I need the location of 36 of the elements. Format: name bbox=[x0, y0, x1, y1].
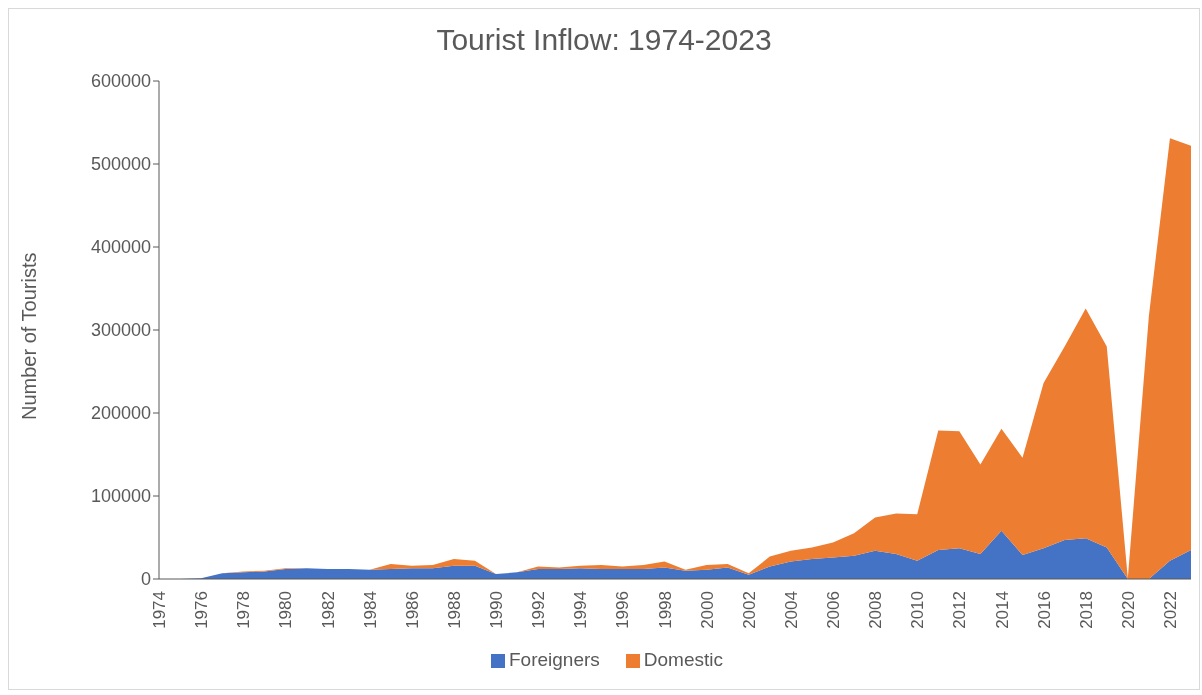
x-tick-label: 2006 bbox=[824, 591, 844, 629]
x-tick-label: 2002 bbox=[739, 591, 759, 629]
y-axis-title: Number of Tourists bbox=[18, 252, 41, 420]
legend-label: Foreigners bbox=[508, 649, 600, 670]
y-tick-label: 300000 bbox=[90, 320, 151, 341]
x-tick-label: 1998 bbox=[655, 591, 675, 629]
x-tick-label: 1982 bbox=[318, 591, 338, 629]
y-tick-label: 400000 bbox=[90, 237, 151, 258]
y-tick-label: 0 bbox=[140, 569, 151, 590]
x-tick-label: 2012 bbox=[950, 591, 970, 629]
chart-title: Tourist Inflow: 1974-2023 bbox=[435, 22, 773, 58]
x-tick-label: 1980 bbox=[276, 591, 296, 629]
x-tick-label: 2020 bbox=[1118, 591, 1138, 629]
legend-label: Domestic bbox=[643, 649, 723, 670]
x-tick-label: 2016 bbox=[1034, 591, 1054, 629]
x-tick-label: 2004 bbox=[781, 591, 801, 629]
x-tick-label: 2000 bbox=[697, 591, 717, 629]
x-tick-label: 1978 bbox=[234, 591, 254, 629]
x-tick-label: 2018 bbox=[1076, 591, 1096, 629]
x-tick-label: 2008 bbox=[866, 591, 886, 629]
x-tick-label: 1976 bbox=[192, 591, 212, 629]
x-tick-label: 1996 bbox=[613, 591, 633, 629]
x-tick-label: 2014 bbox=[992, 591, 1012, 629]
x-tick-label: 1986 bbox=[402, 591, 422, 629]
x-tick-label: 1988 bbox=[444, 591, 464, 629]
y-tick-label: 200000 bbox=[90, 403, 151, 424]
y-tick-label: 600000 bbox=[90, 71, 151, 92]
y-tick-label: 500000 bbox=[90, 154, 151, 175]
x-tick-label: 1990 bbox=[487, 591, 507, 629]
x-tick-label: 1992 bbox=[529, 591, 549, 629]
x-tick-label: 1974 bbox=[150, 591, 170, 629]
y-tick-label: 100000 bbox=[90, 486, 151, 507]
x-tick-label: 1984 bbox=[360, 591, 380, 629]
x-tick-label: 2010 bbox=[908, 591, 928, 629]
x-tick-label: 1994 bbox=[571, 591, 591, 629]
x-tick-label: 2022 bbox=[1161, 591, 1181, 629]
